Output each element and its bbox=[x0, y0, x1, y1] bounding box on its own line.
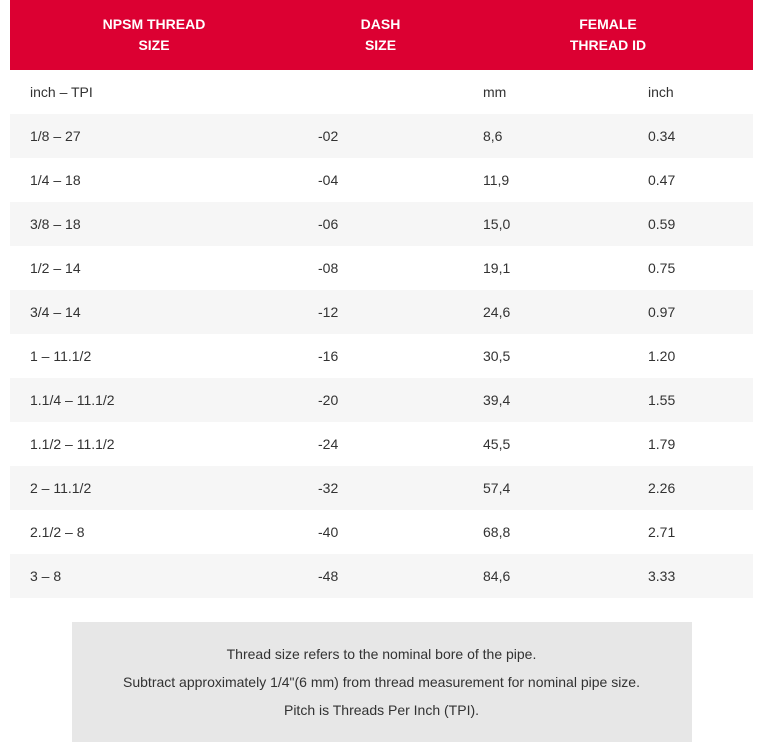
cell-dash: -48 bbox=[298, 554, 463, 598]
note-line-3: Pitch is Threads Per Inch (TPI). bbox=[92, 696, 672, 724]
cell-inch: 2.71 bbox=[628, 510, 753, 554]
cell-inch: 0.75 bbox=[628, 246, 753, 290]
subheader-inch: inch bbox=[628, 70, 753, 114]
cell-inch: 0.59 bbox=[628, 202, 753, 246]
note-line-2: Subtract approximately 1/4"(6 mm) from t… bbox=[92, 668, 672, 696]
table-row: 2 – 11.1/2-3257,42.26 bbox=[10, 466, 753, 510]
table-row: 1/4 – 18-0411,90.47 bbox=[10, 158, 753, 202]
header-female: FEMALE THREAD ID bbox=[463, 0, 753, 70]
cell-inch: 1.55 bbox=[628, 378, 753, 422]
cell-npsm: 3/8 – 18 bbox=[10, 202, 298, 246]
cell-mm: 24,6 bbox=[463, 290, 628, 334]
cell-dash: -08 bbox=[298, 246, 463, 290]
table-row: 1 – 11.1/2-1630,51.20 bbox=[10, 334, 753, 378]
cell-dash: -32 bbox=[298, 466, 463, 510]
table-row: 1.1/2 – 11.1/2-2445,51.79 bbox=[10, 422, 753, 466]
cell-mm: 39,4 bbox=[463, 378, 628, 422]
table-body: inch – TPI mm inch 1/8 – 27-028,60.341/4… bbox=[10, 70, 753, 598]
cell-dash: -12 bbox=[298, 290, 463, 334]
header-npsm-line1: NPSM THREAD bbox=[103, 16, 206, 32]
cell-mm: 11,9 bbox=[463, 158, 628, 202]
cell-inch: 2.26 bbox=[628, 466, 753, 510]
cell-mm: 30,5 bbox=[463, 334, 628, 378]
table-row: 3 – 8-4884,63.33 bbox=[10, 554, 753, 598]
cell-mm: 57,4 bbox=[463, 466, 628, 510]
subheader-dash bbox=[298, 70, 463, 114]
cell-npsm: 1/2 – 14 bbox=[10, 246, 298, 290]
subheader-mm: mm bbox=[463, 70, 628, 114]
cell-npsm: 1.1/2 – 11.1/2 bbox=[10, 422, 298, 466]
header-female-line2: THREAD ID bbox=[570, 37, 646, 53]
cell-npsm: 1 – 11.1/2 bbox=[10, 334, 298, 378]
cell-npsm: 2 – 11.1/2 bbox=[10, 466, 298, 510]
table-header-row: NPSM THREAD SIZE DASH SIZE FEMALE THREAD… bbox=[10, 0, 753, 70]
header-npsm-line2: SIZE bbox=[138, 37, 169, 53]
cell-dash: -24 bbox=[298, 422, 463, 466]
note-line-1: Thread size refers to the nominal bore o… bbox=[92, 640, 672, 668]
cell-inch: 0.47 bbox=[628, 158, 753, 202]
cell-npsm: 2.1/2 – 8 bbox=[10, 510, 298, 554]
cell-mm: 15,0 bbox=[463, 202, 628, 246]
notes-box: Thread size refers to the nominal bore o… bbox=[72, 622, 692, 742]
cell-dash: -20 bbox=[298, 378, 463, 422]
cell-inch: 1.20 bbox=[628, 334, 753, 378]
cell-dash: -02 bbox=[298, 114, 463, 158]
cell-inch: 1.79 bbox=[628, 422, 753, 466]
cell-inch: 0.34 bbox=[628, 114, 753, 158]
table-row: 1/8 – 27-028,60.34 bbox=[10, 114, 753, 158]
header-dash-line1: DASH bbox=[361, 16, 401, 32]
table-row: 3/8 – 18-0615,00.59 bbox=[10, 202, 753, 246]
cell-mm: 68,8 bbox=[463, 510, 628, 554]
table-subheader-row: inch – TPI mm inch bbox=[10, 70, 753, 114]
header-dash-line2: SIZE bbox=[365, 37, 396, 53]
cell-npsm: 3/4 – 14 bbox=[10, 290, 298, 334]
cell-npsm: 1/8 – 27 bbox=[10, 114, 298, 158]
cell-dash: -04 bbox=[298, 158, 463, 202]
cell-mm: 84,6 bbox=[463, 554, 628, 598]
cell-inch: 3.33 bbox=[628, 554, 753, 598]
table-row: 3/4 – 14-1224,60.97 bbox=[10, 290, 753, 334]
thread-size-table: NPSM THREAD SIZE DASH SIZE FEMALE THREAD… bbox=[10, 0, 753, 598]
subheader-npsm: inch – TPI bbox=[10, 70, 298, 114]
header-dash: DASH SIZE bbox=[298, 0, 463, 70]
table-row: 1.1/4 – 11.1/2-2039,41.55 bbox=[10, 378, 753, 422]
cell-npsm: 3 – 8 bbox=[10, 554, 298, 598]
cell-dash: -06 bbox=[298, 202, 463, 246]
cell-inch: 0.97 bbox=[628, 290, 753, 334]
table-row: 1/2 – 14-0819,10.75 bbox=[10, 246, 753, 290]
cell-mm: 8,6 bbox=[463, 114, 628, 158]
table-row: 2.1/2 – 8-4068,82.71 bbox=[10, 510, 753, 554]
cell-dash: -40 bbox=[298, 510, 463, 554]
cell-mm: 45,5 bbox=[463, 422, 628, 466]
cell-mm: 19,1 bbox=[463, 246, 628, 290]
cell-dash: -16 bbox=[298, 334, 463, 378]
header-female-line1: FEMALE bbox=[579, 16, 637, 32]
cell-npsm: 1.1/4 – 11.1/2 bbox=[10, 378, 298, 422]
cell-npsm: 1/4 – 18 bbox=[10, 158, 298, 202]
header-npsm: NPSM THREAD SIZE bbox=[10, 0, 298, 70]
